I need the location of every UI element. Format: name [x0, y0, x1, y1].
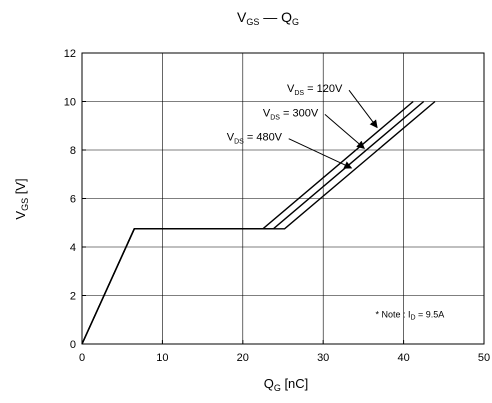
y-tick-label: 4: [70, 242, 76, 254]
grid: [82, 53, 484, 344]
y-tick-label: 2: [70, 291, 76, 303]
y-tick-label: 6: [70, 194, 76, 206]
series-label-3: VDS = 480V: [227, 132, 283, 146]
y-tick-label: 8: [70, 145, 76, 157]
y-tick-label: 0: [70, 339, 76, 351]
y-tick-label: 12: [64, 48, 76, 60]
series-label-1: VDS = 120V: [287, 83, 343, 97]
series-arrow-3: [288, 138, 353, 169]
series-label-2: VDS = 300V: [263, 107, 319, 121]
series-arrow-2: [324, 114, 365, 149]
x-tick-label: 50: [478, 352, 490, 364]
ticks: 0 10 20 30 40 50 0 2 4 6 8 10 12: [64, 48, 490, 364]
annotations: VDS = 120V VDS = 300V VDS = 480V: [227, 83, 378, 169]
x-axis-title: QG [nC]: [264, 376, 309, 393]
x-tick-label: 40: [397, 352, 409, 364]
chart-title: VGS — QG: [237, 9, 299, 27]
x-tick-label: 10: [156, 352, 168, 364]
series-line-3: [81, 100, 436, 345]
y-tick-label: 10: [64, 97, 76, 109]
x-tick-label: 0: [79, 352, 85, 364]
x-tick-label: 20: [237, 352, 249, 364]
series-arrow-1: [348, 89, 378, 129]
note-text: * Note : ID = 9.5A: [375, 309, 444, 321]
x-tick-label: 30: [317, 352, 329, 364]
y-axis-title: VGS [V]: [13, 178, 30, 219]
